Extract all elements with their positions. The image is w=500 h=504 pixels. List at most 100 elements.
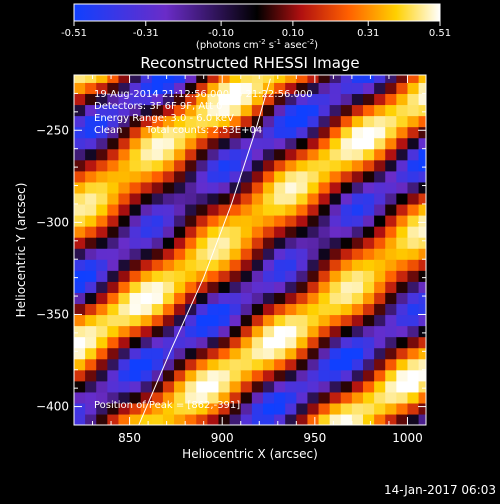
heatmap-cell <box>262 75 275 83</box>
heatmap-cell <box>396 402 409 415</box>
heatmap-cell <box>240 325 253 338</box>
heatmap-cell <box>340 170 353 183</box>
heatmap-cell <box>240 281 253 293</box>
heatmap-cell <box>196 303 208 316</box>
heatmap-cell <box>174 314 186 327</box>
heatmap-cell <box>274 170 286 183</box>
heatmap-cell <box>307 281 320 293</box>
heatmap-cell <box>85 391 97 404</box>
heatmap-cell <box>329 170 342 183</box>
heatmap-cell <box>140 137 153 150</box>
heatmap-cell <box>318 126 331 139</box>
heatmap-cell <box>285 380 297 393</box>
heatmap-cell <box>251 369 264 382</box>
heatmap-cell <box>329 82 342 95</box>
heatmap-cell <box>96 215 108 227</box>
heatmap-cell <box>340 75 353 83</box>
heatmap-cell <box>251 402 264 415</box>
heatmap-cell <box>351 336 364 349</box>
heatmap-cell <box>296 170 309 183</box>
heatmap-cell <box>162 358 175 371</box>
heatmap-cell <box>340 314 353 327</box>
heatmap-cell <box>85 104 97 117</box>
heatmap-cell <box>396 215 409 227</box>
heatmap-cell <box>418 281 426 293</box>
heatmap-cell <box>74 192 86 205</box>
heatmap-cell <box>240 314 253 327</box>
heatmap-cell <box>196 248 208 260</box>
heatmap-cell <box>96 203 108 216</box>
heatmap-cell <box>107 226 120 238</box>
heatmap-cell <box>240 226 253 238</box>
heatmap-cell <box>262 170 275 183</box>
heatmap-cell <box>96 325 108 338</box>
heatmap-cell <box>340 181 353 194</box>
heatmap-cell <box>240 104 253 117</box>
heatmap-cell <box>151 413 164 425</box>
heatmap-cell <box>229 75 242 83</box>
heatmap-cell <box>396 259 409 271</box>
heatmap-cell <box>363 137 375 150</box>
heatmap-cell <box>262 226 275 238</box>
heatmap-cell <box>307 391 320 404</box>
heatmap-cell <box>285 336 297 349</box>
heatmap-cell <box>218 126 231 139</box>
heatmap-cell <box>418 215 426 227</box>
heatmap-cell <box>174 380 186 393</box>
heatmap-cell <box>307 259 320 271</box>
heatmap-cell <box>140 380 153 393</box>
heatmap-cell <box>396 336 409 349</box>
heatmap-cell <box>185 303 197 316</box>
heatmap-cell <box>229 248 242 260</box>
heatmap-cell <box>385 325 397 338</box>
heatmap-cell <box>262 413 275 425</box>
heatmap-cell <box>218 369 231 382</box>
heatmap-cell <box>363 303 375 316</box>
heatmap-cell <box>374 148 386 161</box>
heatmap-cell <box>374 75 386 83</box>
heatmap-cell <box>85 347 97 360</box>
heatmap-cell <box>174 303 186 316</box>
heatmap-cell <box>296 115 309 128</box>
heatmap-cell <box>418 391 426 404</box>
heatmap-cell <box>262 358 275 371</box>
heatmap-cell <box>307 270 320 282</box>
x-tick-label: 850 <box>118 431 141 445</box>
heatmap-cell <box>407 369 420 382</box>
heatmap-cell <box>118 325 131 338</box>
heatmap-cell <box>307 347 320 360</box>
heatmap-cell <box>351 380 364 393</box>
heatmap-cell <box>151 336 164 349</box>
heatmap-cell <box>363 369 375 382</box>
heatmap-cell <box>140 391 153 404</box>
heatmap-cell <box>107 303 120 316</box>
heatmap-cell <box>196 115 208 128</box>
heatmap-cell <box>385 237 397 249</box>
heatmap-cell <box>118 380 131 393</box>
heatmap-cell <box>229 237 242 249</box>
heatmap-cell <box>363 215 375 227</box>
heatmap-cell <box>396 148 409 161</box>
heatmap-cell <box>162 192 175 205</box>
heatmap-cell <box>385 259 397 271</box>
heatmap-cell <box>207 391 220 404</box>
heatmap-cell <box>129 215 142 227</box>
heatmap-cell <box>307 93 320 106</box>
heatmap-cell <box>285 148 297 161</box>
heatmap-cell <box>140 336 153 349</box>
colorbar-tick-label: 0.10 <box>282 28 304 39</box>
heatmap-cell <box>196 170 208 183</box>
heatmap-cell <box>207 137 220 150</box>
heatmap-cell <box>418 226 426 238</box>
heatmap-cell <box>129 314 142 327</box>
heatmap-cell <box>229 126 242 139</box>
heatmap-cell <box>107 358 120 371</box>
heatmap-cell <box>118 281 131 293</box>
heatmap-cell <box>385 358 397 371</box>
heatmap-cell <box>129 281 142 293</box>
heatmap-cell <box>118 170 131 183</box>
colorbar-tick-label: -0.51 <box>61 28 87 39</box>
heatmap-cell <box>196 281 208 293</box>
heatmap-cell <box>318 203 331 216</box>
heatmap-cell <box>363 402 375 415</box>
